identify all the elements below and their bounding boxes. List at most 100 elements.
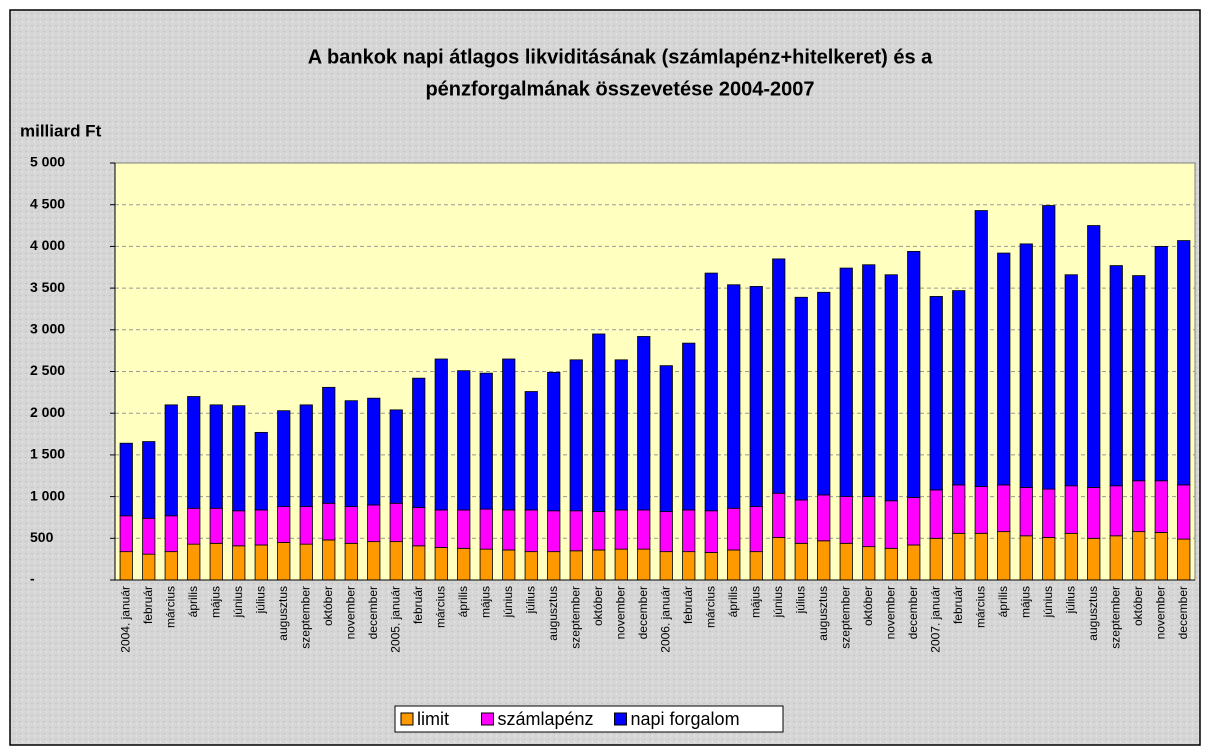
- bar-segment: [277, 506, 291, 543]
- bar-segment: [952, 532, 966, 581]
- bar-segment: [322, 386, 336, 504]
- x-tick-label: május: [1018, 586, 1032, 618]
- x-tick-label: szeptember: [298, 586, 312, 649]
- bar-segment: [569, 510, 583, 552]
- x-tick-label: augusztus: [816, 586, 830, 641]
- y-tick-label: 3 000: [30, 321, 65, 337]
- bar-segment: [749, 286, 763, 508]
- bar-segment: [569, 359, 583, 512]
- bar-segment: [389, 541, 403, 581]
- bar-segment: [727, 284, 741, 509]
- chart-title: A bankok napi átlagos likviditásának (sz…: [308, 46, 933, 68]
- x-tick-label: december: [636, 586, 650, 639]
- bar-segment: [502, 509, 516, 551]
- bar-segment: [974, 532, 988, 581]
- bar-segment: [164, 404, 178, 517]
- bar-segment: [1042, 205, 1056, 490]
- y-tick-label: 1 500: [30, 446, 65, 462]
- bar-segment: [119, 515, 133, 553]
- bar-segment: [187, 543, 201, 581]
- bar-segment: [862, 496, 876, 548]
- bar-segment: [187, 396, 201, 509]
- y-tick-label: 4 500: [30, 195, 65, 211]
- bar-segment: [119, 551, 133, 581]
- bar-segment: [367, 397, 381, 506]
- bar-segment: [907, 497, 921, 546]
- bar-segment: [434, 358, 448, 511]
- bar-segment: [929, 296, 943, 491]
- bar-segment: [682, 342, 696, 511]
- bar-segment: [299, 506, 313, 545]
- bar-segment: [412, 545, 426, 581]
- x-tick-label: május: [748, 586, 762, 618]
- x-tick-label: október: [321, 586, 335, 626]
- bar-segment: [547, 510, 561, 553]
- bar-segment: [817, 540, 831, 581]
- bar-segment: [209, 404, 223, 509]
- bar-segment: [749, 551, 763, 581]
- bar-segment: [1154, 245, 1168, 482]
- bar-segment: [569, 550, 583, 581]
- bar-segment: [772, 537, 786, 581]
- bar-segment: [997, 252, 1011, 486]
- bar-segment: [344, 506, 358, 544]
- y-tick-label: 2 000: [30, 404, 65, 420]
- bar-segment: [1042, 488, 1056, 538]
- bar-segment: [1177, 240, 1191, 486]
- bar-segment: [884, 500, 898, 549]
- bar-segment: [164, 551, 178, 581]
- bar-segment: [704, 552, 718, 581]
- x-tick-label: október: [1131, 586, 1145, 626]
- x-tick-label: december: [366, 586, 380, 639]
- bar-segment: [1019, 243, 1033, 488]
- bar-segment: [389, 409, 403, 504]
- bar-segment: [727, 507, 741, 551]
- x-tick-label: november: [343, 586, 357, 639]
- bar-segment: [884, 547, 898, 581]
- bar-segment: [434, 547, 448, 581]
- x-tick-label: május: [208, 586, 222, 618]
- bar-segment: [614, 359, 628, 511]
- bar-segment: [547, 371, 561, 512]
- bar-segment: [209, 507, 223, 544]
- bar-segment: [794, 499, 808, 544]
- bar-segment: [614, 509, 628, 550]
- bar-segment: [659, 551, 673, 581]
- bar-segment: [839, 496, 853, 544]
- x-tick-label: július: [1063, 586, 1077, 614]
- bar-segment: [592, 333, 606, 513]
- bar-segment: [457, 509, 471, 549]
- legend-box: [394, 705, 784, 733]
- legend-label: napi forgalom: [631, 709, 740, 729]
- bar-segment: [209, 542, 223, 581]
- bar-segment: [794, 542, 808, 581]
- bar-segment: [164, 515, 178, 553]
- x-tick-label: február: [411, 586, 425, 624]
- x-tick-label: augusztus: [276, 586, 290, 641]
- bar-segment: [1132, 480, 1146, 533]
- x-tick-label: június: [771, 586, 785, 618]
- bar-segment: [299, 404, 313, 508]
- x-tick-label: 2007. január: [928, 586, 942, 653]
- bar-segment: [434, 509, 448, 548]
- bar-segment: [704, 272, 718, 512]
- x-tick-label: szeptember: [1108, 586, 1122, 649]
- bar-segment: [952, 290, 966, 486]
- x-tick-label: március: [973, 586, 987, 628]
- bar-segment: [479, 548, 493, 581]
- x-tick-label: március: [433, 586, 447, 628]
- bar-segment: [659, 511, 673, 553]
- bar-segment: [1109, 485, 1123, 537]
- x-tick-label: december: [906, 586, 920, 639]
- bar-segment: [974, 486, 988, 534]
- bar-segment: [637, 509, 651, 550]
- bar-segment: [1019, 535, 1033, 581]
- bar-segment: [277, 410, 291, 508]
- bar-segment: [772, 258, 786, 494]
- bar-segment: [682, 551, 696, 581]
- legend-swatch: [400, 712, 414, 726]
- bar-segment: [1019, 487, 1033, 537]
- x-tick-label: szeptember: [838, 586, 852, 649]
- x-tick-label: március: [703, 586, 717, 628]
- x-tick-label: június: [1041, 586, 1055, 618]
